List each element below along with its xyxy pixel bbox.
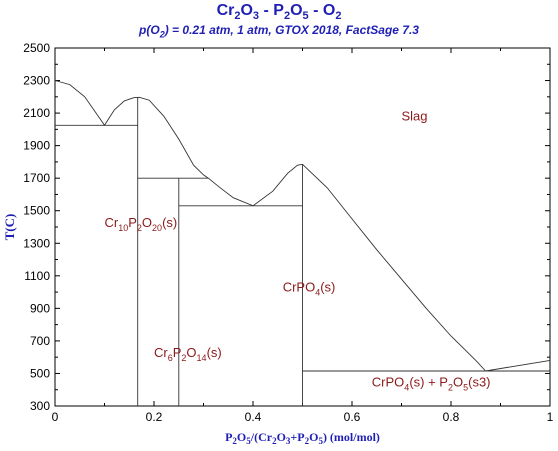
region-label-1: Slag [402, 108, 428, 123]
y-tick-label: 2100 [23, 106, 50, 120]
x-tick-label: 0.4 [245, 410, 262, 424]
x-tick-label: 1 [547, 410, 554, 424]
chart-title: Cr2O3 - P2O5 - O2 [216, 2, 342, 23]
liquidus-line-3 [302, 163, 486, 372]
region-label-3: CrPO4(s) [283, 279, 336, 297]
region-label-4: Cr6P2O14(s) [154, 345, 222, 363]
y-tick-label: 1100 [24, 269, 50, 283]
x-tick-label: 0 [52, 410, 59, 424]
y-tick-label: 700 [30, 334, 50, 348]
y-tick-label: 300 [30, 399, 50, 413]
y-tick-label: 1700 [23, 171, 50, 185]
y-tick-label: 1300 [23, 236, 50, 250]
chart-subtitle: p(O2) = 0.21 atm, 1 atm, GTOX 2018, Fact… [139, 23, 419, 40]
x-axis-label: P2O5/(Cr2O3+P2O5) (mol/mol) [225, 430, 380, 446]
region-label-5: CrPO4(s) + P2O5(s3) [372, 374, 491, 392]
liquidus-line-4 [485, 359, 551, 372]
liquidus-line-1 [54, 80, 209, 179]
y-tick-label: 500 [30, 366, 50, 380]
liquidus-line-2 [208, 163, 303, 207]
y-tick-label: 1900 [23, 139, 50, 153]
x-tick-label: 0.6 [344, 410, 361, 424]
y-axis-label: T(C) [2, 214, 17, 241]
x-tick-label: 0.8 [443, 410, 460, 424]
region-label-2: Cr10P2O20(s) [105, 215, 178, 233]
y-tick-label: 2500 [23, 41, 50, 55]
y-tick-label: 900 [30, 301, 50, 315]
y-tick-label: 1500 [23, 204, 50, 218]
x-tick-label: 0.2 [146, 410, 163, 424]
y-tick-label: 2300 [23, 74, 50, 88]
